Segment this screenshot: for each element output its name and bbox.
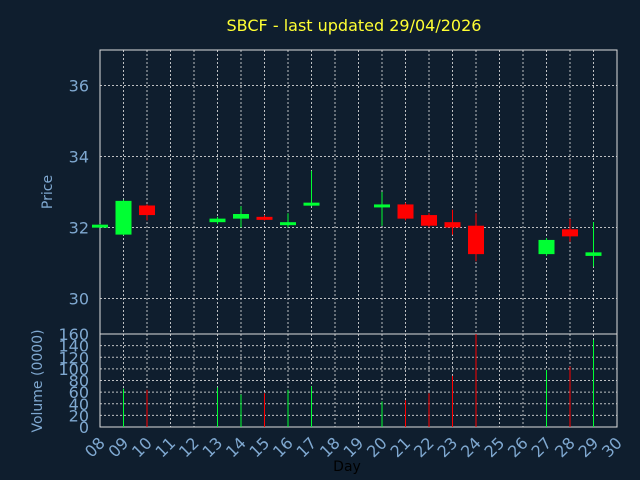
volume-tick-label: 0	[79, 418, 89, 437]
volume-tick-label: 80	[69, 372, 89, 391]
x-tick-label: 30	[598, 433, 626, 461]
candle-body	[209, 218, 226, 223]
candle-body	[397, 204, 414, 219]
candle-body	[115, 200, 132, 235]
volume-tick-label: 120	[58, 348, 89, 367]
volume-tick-label: 40	[69, 395, 89, 414]
price-panel: 30 32 34 36	[69, 49, 618, 335]
candle-body	[562, 229, 578, 237]
volume-tick-label: 60	[69, 383, 89, 402]
volume-tick-label: 100	[58, 360, 89, 379]
candle-body	[468, 225, 484, 255]
volume-tick-label: 140	[58, 337, 89, 356]
chart-title: SBCF - last updated 29/04/2026	[227, 16, 482, 35]
price-tick-label: 32	[69, 219, 89, 238]
candle-body	[585, 252, 602, 256]
candle-body	[538, 239, 555, 255]
candle-body	[233, 214, 249, 219]
candle-body	[374, 204, 390, 208]
volume-axis-label: Volume (0000)	[30, 329, 46, 432]
price-axis-label: Price	[40, 175, 56, 209]
candle-body	[444, 222, 461, 228]
candle-body	[139, 205, 155, 216]
x-tick-labels: 0809101112131415161718192021222324252627…	[81, 433, 626, 461]
candle-body	[303, 202, 320, 206]
candle-body	[92, 224, 108, 228]
price-tick-label: 36	[69, 77, 89, 96]
volume-tick-label: 20	[69, 406, 89, 425]
x-axis-label: Day	[333, 459, 361, 475]
candle-body	[421, 215, 437, 226]
candle-body	[256, 216, 273, 220]
candle-body	[280, 222, 296, 226]
volume-tick-label: 160	[58, 325, 89, 344]
price-tick-label: 30	[69, 290, 89, 309]
price-tick-label: 34	[69, 148, 89, 167]
